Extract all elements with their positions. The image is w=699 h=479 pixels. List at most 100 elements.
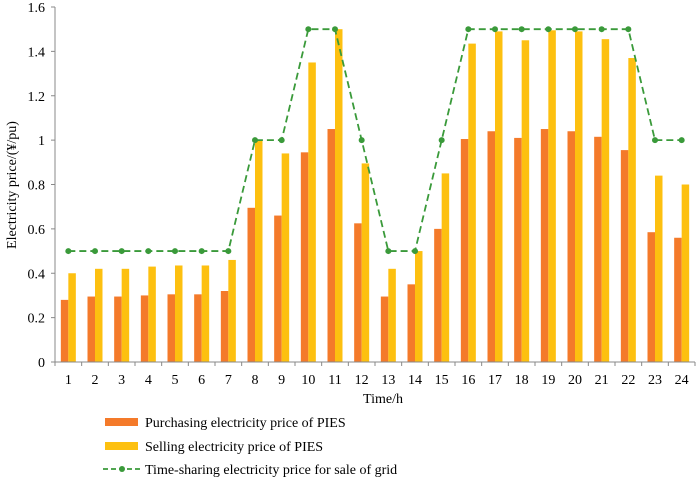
legend-swatch-selling [105,442,138,450]
y-tick-label: 1 [38,134,45,149]
y-tick-label: 0.4 [28,267,46,282]
x-tick-label: 1 [65,373,72,388]
grid-price-point [652,137,658,144]
bar-selling [388,268,396,362]
grid-price-point [598,26,605,33]
y-tick-label: 1.6 [28,1,46,16]
bar-selling [628,58,636,362]
x-tick-label: 24 [675,373,689,388]
y-tick-label: 0.6 [28,223,46,238]
bar-selling [175,265,183,362]
x-tick-label: 20 [568,373,582,388]
bar-selling [415,251,423,362]
x-tick-label: 7 [225,373,232,388]
bar-selling [255,140,263,362]
y-tick-label: 0.8 [28,179,46,194]
x-tick-label: 5 [172,373,179,388]
x-axis-ticks: 1 2 3 4 5 6 7 8 9 10 11 12 13 14 15 16 17 18 19 20 21 22 23 24 [65,373,689,388]
bar-selling [655,175,663,362]
grid-price-line [68,28,682,252]
grid-price-point [572,26,578,33]
grid-price-point [198,248,205,255]
bar-selling [121,268,130,362]
bar-purchasing [247,207,255,362]
bar-selling [148,266,156,362]
grid-price-point [252,137,258,144]
legend-marker-grid-price [119,466,125,472]
bar-purchasing [487,131,495,362]
grid-price-point [305,26,312,33]
bar-purchasing [674,237,682,362]
grid-price-point [92,248,98,255]
bars-group [60,29,690,362]
x-tick-label: 19 [541,373,555,388]
x-tick-label: 3 [118,373,125,388]
legend-item-grid-price: Time-sharing electricity price for sale … [103,463,397,478]
x-tick-label: 12 [355,373,369,388]
y-tick-label: 0.2 [28,312,46,327]
x-tick-label: 11 [328,373,341,388]
bar-selling [441,173,450,362]
bar-purchasing [567,131,575,362]
grid-price-point [145,248,152,255]
bar-purchasing [300,152,309,362]
grid-price-point [465,26,472,33]
bar-purchasing [620,150,629,362]
bar-selling [575,31,583,362]
bar-selling [681,184,690,362]
x-tick-label: 13 [381,373,395,388]
bar-selling [201,265,210,362]
bar-selling [281,153,290,362]
bar-purchasing [87,296,95,362]
bar-purchasing [354,223,362,362]
axes [51,6,696,366]
legend-swatch-purchasing [105,418,138,426]
y-tick-label: 1.2 [28,90,46,105]
x-tick-label: 15 [435,373,449,388]
bar-purchasing [60,299,69,362]
x-tick-label: 9 [278,373,285,388]
y-axis-ticks: 0 0.2 0.4 0.6 0.8 1 1.2 1.4 1.6 [28,1,46,371]
bar-selling [335,29,343,362]
grid-price-point [545,26,552,33]
bar-purchasing [194,294,202,362]
legend: Purchasing electricity price of PIES Sel… [103,416,397,478]
grid-price-point [172,248,178,255]
bar-purchasing [140,295,149,362]
grid-price-line-group [65,26,685,255]
legend-label-purchasing: Purchasing electricity price of PIES [145,416,346,431]
bar-selling [68,273,76,362]
legend-item-purchasing: Purchasing electricity price of PIES [105,416,346,431]
x-tick-label: 22 [621,373,635,388]
bar-selling [468,43,476,362]
bar-selling [308,62,316,362]
bar-purchasing [434,228,442,362]
bar-selling [521,40,530,362]
bar-purchasing [594,136,602,362]
grid-price-point [65,248,72,255]
x-axis-label: Time/h [363,392,403,407]
x-tick-label: 8 [252,373,259,388]
x-tick-label: 18 [515,373,529,388]
y-tick-label: 1.4 [28,45,46,60]
x-tick-label: 23 [648,373,662,388]
grid-price-point [225,248,232,255]
x-tick-label: 2 [92,373,99,388]
bar-purchasing [380,296,389,362]
bar-purchasing [407,284,415,362]
bar-selling [361,163,370,362]
legend-item-selling: Selling electricity price of PIES [105,440,323,455]
bar-selling [228,259,236,362]
bar-purchasing [220,291,229,362]
x-tick-label: 21 [595,373,609,388]
grid-price-point [625,26,632,33]
bar-selling [495,31,503,362]
bar-purchasing [274,215,282,362]
bar-purchasing [514,137,522,362]
grid-price-point [412,248,418,255]
x-tick-label: 4 [145,373,152,388]
bar-purchasing [647,232,655,362]
grid-price-point [278,137,285,144]
grid-price-point [678,137,685,144]
